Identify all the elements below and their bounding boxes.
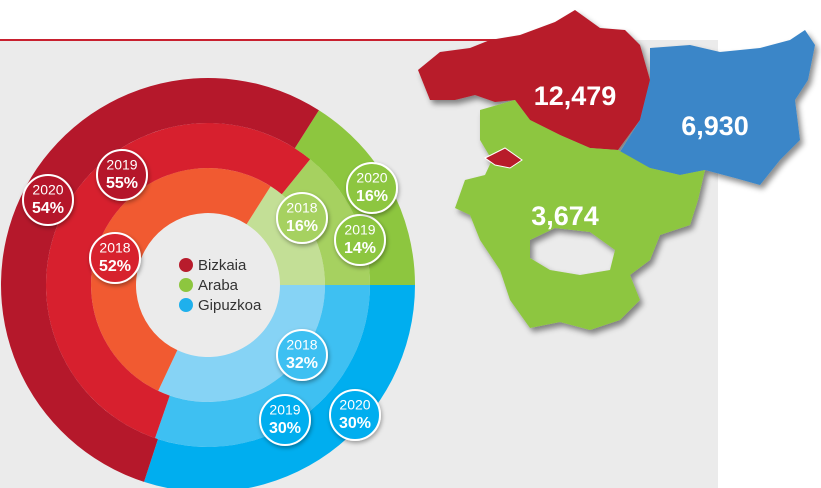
region-bizkaia	[418, 10, 650, 150]
bubble-year: 2019	[106, 157, 137, 173]
legend-swatch	[179, 278, 193, 292]
bubble-value: 16%	[356, 188, 388, 205]
ring-segment	[155, 285, 370, 447]
region-value: 12,479	[534, 81, 617, 111]
bubble-value: 32%	[286, 355, 318, 372]
bubble-year: 2020	[32, 182, 63, 198]
region-value: 3,674	[531, 201, 599, 231]
bubble-value: 30%	[269, 420, 301, 437]
ring-segment	[46, 123, 311, 439]
enclave	[484, 147, 523, 169]
label-bubble	[276, 192, 328, 244]
label-bubble	[329, 389, 381, 441]
map-labels: 12,479 6,930 3,674	[531, 81, 749, 231]
bubble-year: 2019	[269, 402, 300, 418]
bubble-value: 14%	[344, 240, 376, 257]
legend-label: Gipuzkoa	[198, 297, 262, 314]
bubble-year: 2019	[344, 222, 375, 238]
bubble-value: 52%	[99, 258, 131, 275]
legend-swatch	[179, 298, 193, 312]
legend-label: Araba	[198, 277, 239, 294]
bubble-year: 2020	[339, 397, 370, 413]
label-bubble	[259, 394, 311, 446]
bubble-value: 30%	[339, 415, 371, 432]
bubble-year: 2018	[99, 240, 130, 256]
label-bubble	[276, 329, 328, 381]
ring-segment	[1, 78, 319, 482]
bubble-value: 16%	[286, 218, 318, 235]
region-gipuzkoa	[618, 30, 815, 185]
donut: 2018 52% 2019 55% 2020 54% 2018 16% 2019 14% 2020 1…	[1, 78, 415, 488]
label-bubble	[22, 174, 74, 226]
map	[418, 10, 815, 330]
legend-label: Bizkaia	[198, 257, 247, 274]
bubble-year: 2018	[286, 337, 317, 353]
label-bubble	[346, 162, 398, 214]
legend-swatch	[179, 258, 193, 272]
bubble-year: 2018	[286, 200, 317, 216]
ring-segment	[91, 168, 271, 391]
label-bubble	[89, 232, 141, 284]
bubble-value: 55%	[106, 175, 138, 192]
region-value: 6,930	[681, 111, 749, 141]
bubble-year: 2020	[356, 170, 387, 186]
label-bubble	[96, 149, 148, 201]
bubble-value: 54%	[32, 200, 64, 217]
label-bubble	[334, 214, 386, 266]
